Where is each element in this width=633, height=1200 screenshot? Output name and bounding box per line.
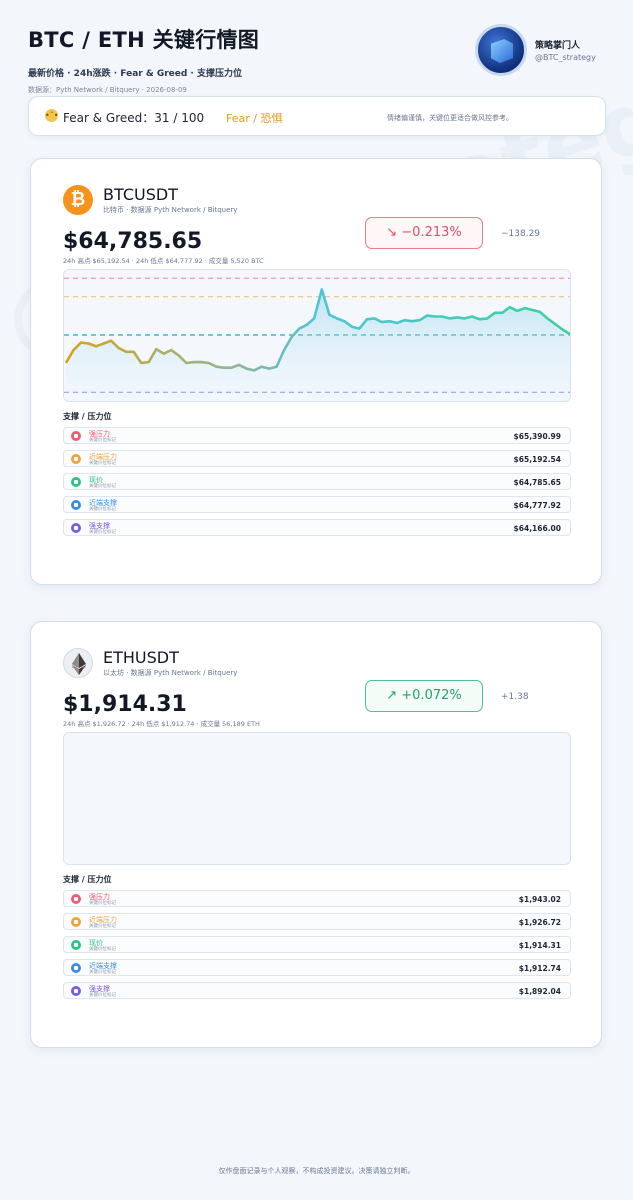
- level-price: $64,777.92: [513, 501, 561, 510]
- level-price: $64,166.00: [513, 524, 561, 533]
- page-header: BTC / ETH 关键行情图 最新价格 · 24h涨跌 · Fear & Gr…: [28, 24, 605, 94]
- level-name: 近端压力: [89, 453, 117, 461]
- price-chart-svg: [64, 277, 570, 401]
- brand-name: 策略掌门人: [535, 41, 581, 51]
- level-name: 现价: [89, 939, 103, 947]
- fear-greed-note: 情绪偏谨慎，关键位更适合做风控参考。: [387, 114, 513, 122]
- last-price: $64,785.65: [63, 229, 203, 254]
- level-name: 强压力: [89, 430, 110, 438]
- price-chart-svg: [64, 733, 571, 865]
- eth-card: ETHUSDT 以太坊 · 数据源 Pyth Network / Bitquer…: [30, 621, 602, 1048]
- pair-name: BTCUSDT: [103, 185, 178, 204]
- current-price-icon: [71, 477, 81, 487]
- level-name: 近端支撑: [89, 962, 117, 970]
- near-support-icon: [71, 963, 81, 973]
- levels-title: 支撑 / 压力位: [63, 412, 112, 421]
- price-chart: [63, 732, 571, 865]
- level-price: $1,943.02: [518, 895, 561, 904]
- strong-resistance-icon: [71, 894, 81, 904]
- level-subtitle: 关键价位标记: [89, 970, 116, 975]
- level-subtitle: 关键价位标记: [89, 438, 116, 443]
- level-price: $65,390.99: [513, 432, 561, 441]
- level-subtitle: 关键价位标记: [89, 461, 116, 466]
- brand-logo-icon: [475, 24, 527, 76]
- level-price: $1,892.04: [518, 987, 561, 996]
- fear-greed-bar: •ˆ• Fear & Greed：31 / 100 Fear / 恐惧 情绪偏谨…: [28, 96, 606, 136]
- page-title: BTC / ETH 关键行情图: [28, 28, 260, 52]
- 24h-stats: 24h 高点 $1,926.72 · 24h 低点 $1,912.74 · 成交…: [63, 720, 260, 728]
- change-badge: ↘ −0.213%: [365, 217, 483, 249]
- disclaimer-footer: 仅作盘面记录与个人观察，不构成投资建议。决策请独立判断。: [218, 1167, 415, 1175]
- absolute-change: +1.38: [501, 692, 529, 702]
- level-price: $1,912.74: [518, 964, 561, 973]
- levels-title: 支撑 / 压力位: [63, 875, 112, 884]
- last-price: $1,914.31: [63, 692, 187, 717]
- data-source: 数据源：Pyth Network / Bitquery · 2026-08-09: [28, 86, 187, 94]
- level-name: 现价: [89, 476, 103, 484]
- level-row-strong-support: 强支撑 关键价位标记 $64,166.00: [63, 519, 571, 536]
- level-subtitle: 关键价位标记: [89, 993, 116, 998]
- level-price: $1,914.31: [518, 941, 561, 950]
- level-row-near-resistance: 近端压力 关键价位标记 $65,192.54: [63, 450, 571, 467]
- level-name: 强压力: [89, 893, 110, 901]
- level-row-strong-resistance: 强压力 关键价位标记 $1,943.02: [63, 890, 571, 907]
- level-name: 近端支撑: [89, 499, 117, 507]
- change-badge: ↗ +0.072%: [365, 680, 483, 712]
- strong-support-icon: [71, 986, 81, 996]
- brand-block[interactable]: 策略掌门人 @BTC_strategy: [475, 24, 605, 80]
- fear-greed-status: Fear / 恐惧: [226, 112, 283, 125]
- level-price: $1,926.72: [518, 918, 561, 927]
- level-subtitle: 关键价位标记: [89, 484, 116, 489]
- level-subtitle: 关键价位标记: [89, 530, 116, 535]
- page-subtitle: 最新价格 · 24h涨跌 · Fear & Greed · 支撑压力位: [28, 69, 242, 79]
- level-row-current-price: 现价 关键价位标记 $1,914.31: [63, 936, 571, 953]
- level-subtitle: 关键价位标记: [89, 901, 116, 906]
- brand-handle: @BTC_strategy: [535, 53, 596, 62]
- strong-resistance-icon: [71, 431, 81, 441]
- fear-greed-label: Fear & Greed：31 / 100: [63, 111, 205, 125]
- level-row-near-support: 近端支撑 关键价位标记 $1,912.74: [63, 959, 571, 976]
- level-subtitle: 关键价位标记: [89, 924, 116, 929]
- near-resistance-icon: [71, 917, 81, 927]
- worried-face-icon: •ˆ•: [45, 109, 59, 122]
- level-subtitle: 关键价位标记: [89, 507, 116, 512]
- level-row-strong-support: 强支撑 关键价位标记 $1,892.04: [63, 982, 571, 999]
- current-price-icon: [71, 940, 81, 950]
- bitcoin-icon: ₿: [63, 185, 93, 215]
- btc-card: ₿ BTCUSDT 比特币 · 数据源 Pyth Network / Bitqu…: [30, 158, 602, 585]
- absolute-change: −138.29: [501, 229, 541, 239]
- strong-support-icon: [71, 523, 81, 533]
- ethereum-icon: [63, 648, 93, 678]
- level-name: 强支撑: [89, 985, 110, 993]
- near-support-icon: [71, 500, 81, 510]
- level-row-current-price: 现价 关键价位标记 $64,785.65: [63, 473, 571, 490]
- coin-subtitle: 比特币 · 数据源 Pyth Network / Bitquery: [103, 206, 238, 214]
- 24h-stats: 24h 高点 $65,192.54 · 24h 低点 $64,777.92 · …: [63, 257, 264, 265]
- level-name: 近端压力: [89, 916, 117, 924]
- price-line: [64, 288, 570, 372]
- coin-subtitle: 以太坊 · 数据源 Pyth Network / Bitquery: [103, 669, 238, 677]
- level-row-near-support: 近端支撑 关键价位标记 $64,777.92: [63, 496, 571, 513]
- near-resistance-icon: [71, 454, 81, 464]
- level-row-near-resistance: 近端压力 关键价位标记 $1,926.72: [63, 913, 571, 930]
- level-row-strong-resistance: 强压力 关键价位标记 $65,390.99: [63, 427, 571, 444]
- level-subtitle: 关键价位标记: [89, 947, 116, 952]
- level-price: $65,192.54: [513, 455, 561, 464]
- level-price: $64,785.65: [513, 478, 561, 487]
- pair-name: ETHUSDT: [103, 648, 179, 667]
- level-name: 强支撑: [89, 522, 110, 530]
- price-chart: [63, 269, 571, 402]
